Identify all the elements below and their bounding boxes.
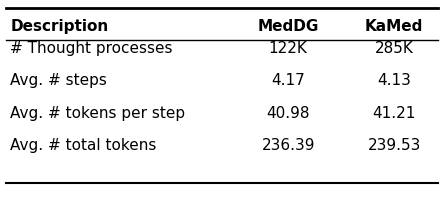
Text: Avg. # steps: Avg. # steps [10, 73, 107, 88]
Text: 285K: 285K [375, 41, 413, 56]
Text: # Thought processes: # Thought processes [10, 41, 173, 56]
Text: 40.98: 40.98 [266, 106, 310, 121]
Text: 4.17: 4.17 [271, 73, 305, 88]
Text: Avg. # total tokens: Avg. # total tokens [10, 138, 157, 153]
Text: 4.13: 4.13 [377, 73, 411, 88]
Text: 236.39: 236.39 [262, 138, 315, 153]
Text: Avg. # tokens per step: Avg. # tokens per step [10, 106, 185, 121]
Text: 239.53: 239.53 [367, 138, 421, 153]
Text: 41.21: 41.21 [373, 106, 416, 121]
Text: KaMed: KaMed [365, 19, 423, 34]
Text: MedDG: MedDG [258, 19, 319, 34]
Text: Description: Description [10, 19, 108, 34]
Text: 122K: 122K [269, 41, 308, 56]
